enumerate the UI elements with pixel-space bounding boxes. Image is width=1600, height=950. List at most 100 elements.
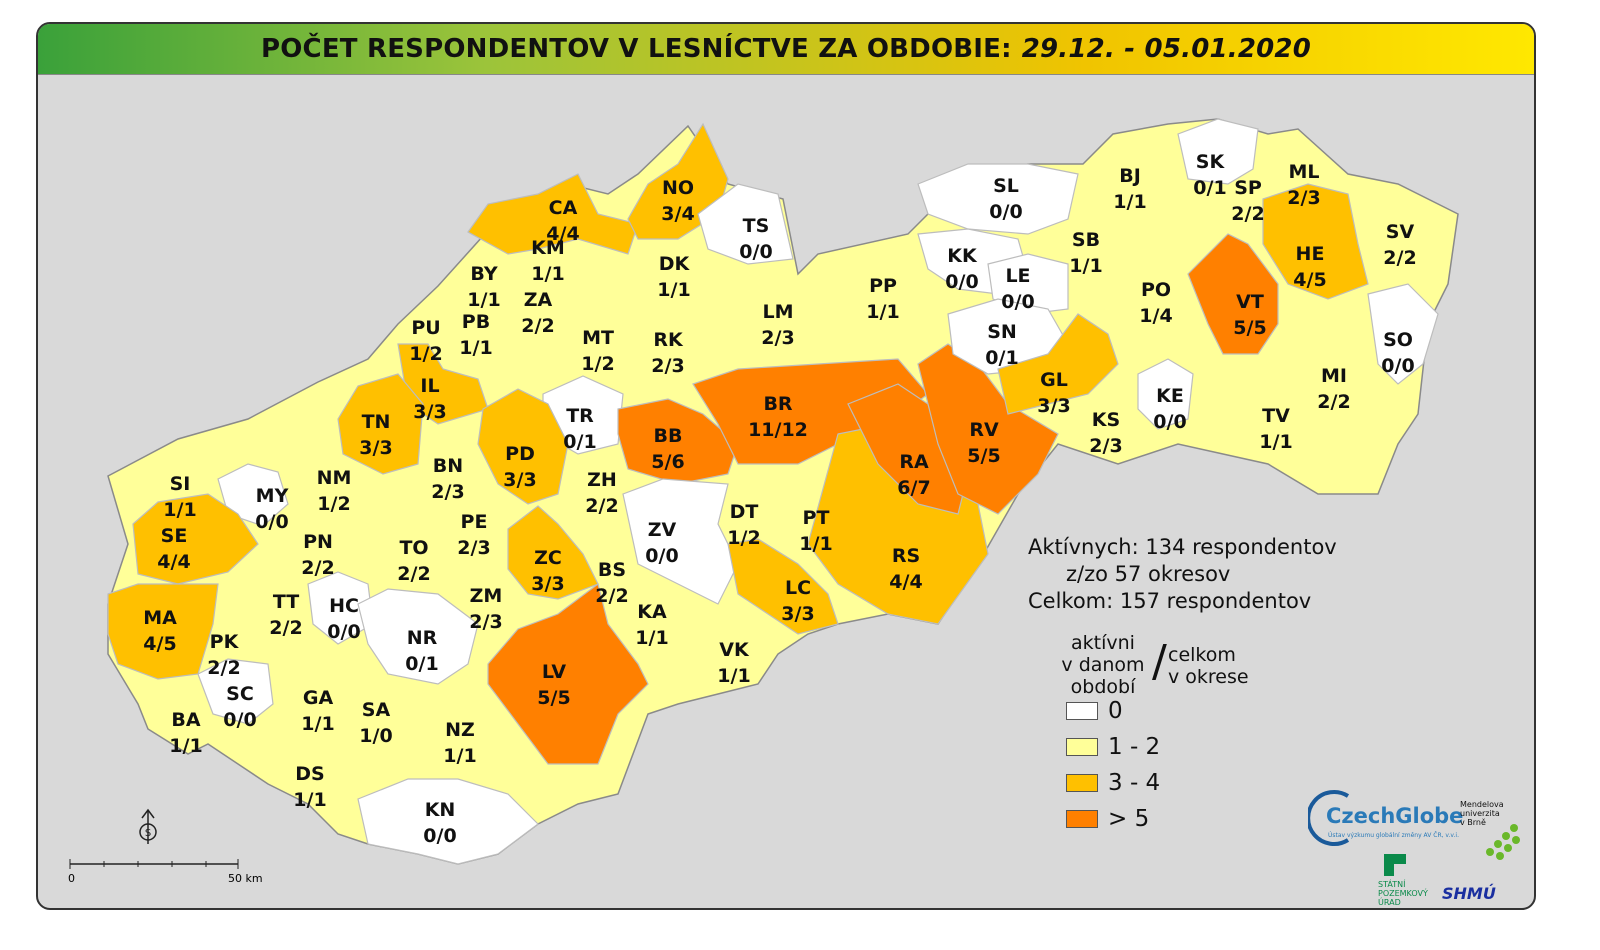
district-count-bj: 1/1 [1113, 191, 1146, 213]
district-count-lc: 3/3 [781, 603, 814, 625]
district-count-hc: 0/0 [327, 621, 360, 643]
district-region-sc [197, 658, 274, 725]
district-count-nm: 1/2 [317, 493, 350, 515]
district-code-kk: KK [947, 245, 978, 267]
district-count-my: 0/0 [255, 511, 288, 533]
district-code-tt: TT [273, 591, 299, 613]
spu-line: ÚRAD [1378, 898, 1401, 907]
district-code-po: PO [1141, 279, 1171, 301]
district-count-tt: 2/2 [269, 617, 302, 639]
legend-label: 1 - 2 [1108, 734, 1161, 760]
district-count-pu: 1/2 [409, 343, 442, 365]
district-code-rs: RS [892, 545, 920, 567]
district-code-my: MY [256, 485, 289, 507]
scale-end: 50 km [228, 872, 263, 885]
mendel-logo: Mendelova univerzita v Brně [1460, 800, 1504, 827]
district-count-tn: 3/3 [359, 437, 392, 459]
district-code-dt: DT [730, 501, 759, 523]
district-count-vt: 5/5 [1233, 317, 1266, 339]
district-code-sn: SN [987, 321, 1017, 343]
district-count-by: 1/1 [467, 289, 500, 311]
svg-text:S: S [145, 828, 151, 839]
district-count-mi: 2/2 [1317, 391, 1350, 413]
district-count-ke: 0/0 [1153, 411, 1186, 433]
district-count-sk: 0/1 [1193, 177, 1226, 199]
district-code-ka: KA [637, 601, 667, 623]
legend-item-high: > 5 [1066, 806, 1149, 832]
district-count-sv: 2/2 [1383, 247, 1416, 269]
mendel-line: v Brně [1460, 818, 1486, 827]
district-region-nr [357, 588, 479, 685]
district-count-to: 2/2 [397, 563, 430, 585]
title-bar: POČET RESPONDENTOV V LESNÍCTVE ZA OBDOBI… [38, 24, 1534, 75]
czechglobe-logo-icon [1308, 790, 1350, 846]
district-count-nr: 0/1 [405, 653, 438, 675]
district-code-pt: PT [803, 507, 830, 529]
district-count-ca: 4/4 [546, 223, 579, 245]
district-code-pp: PP [869, 275, 897, 297]
legend-slash: / [1152, 636, 1167, 687]
district-code-lm: LM [762, 301, 793, 323]
spu-line: POZEMKOVÝ [1378, 889, 1428, 898]
district-count-zm: 2/3 [469, 611, 502, 633]
district-count-ba: 1/1 [169, 735, 202, 757]
district-region-lc [727, 538, 839, 635]
district-code-za: ZA [524, 289, 553, 311]
district-region-le [987, 253, 1069, 315]
district-count-ts: 0/0 [739, 241, 772, 263]
district-code-zh: ZH [587, 469, 617, 491]
district-count-si: 1/1 [163, 499, 196, 521]
district-count-br: 11/12 [748, 419, 808, 441]
district-count-sn: 0/1 [985, 347, 1018, 369]
district-count-he: 4/5 [1293, 269, 1326, 291]
district-count-mt: 1/2 [581, 353, 614, 375]
district-region-bb [617, 398, 739, 485]
district-count-ma: 4/5 [143, 633, 176, 655]
statistics-box: Aktívnych: 134 respondentov z/zo 57 okre… [1028, 534, 1337, 615]
district-count-ml: 2/3 [1287, 187, 1320, 209]
district-code-bb: BB [654, 425, 683, 447]
district-region-ke [1137, 358, 1194, 430]
district-count-bb: 5/6 [651, 451, 684, 473]
legend-swatch [1066, 702, 1098, 720]
district-count-dk: 1/1 [657, 279, 690, 301]
district-code-bj: BJ [1119, 165, 1141, 187]
district-code-rv: RV [969, 419, 999, 441]
district-code-se: SE [161, 525, 188, 547]
district-code-so: SO [1383, 329, 1413, 351]
district-code-ba: BA [171, 709, 200, 731]
district-code-pk: PK [210, 631, 240, 653]
district-count-pd: 3/3 [503, 469, 536, 491]
district-code-sc: SC [226, 683, 254, 705]
district-count-po: 1/4 [1139, 305, 1172, 327]
district-count-rs: 4/4 [889, 571, 922, 593]
district-region-gl [997, 313, 1119, 415]
legend-caption-line: období [1070, 676, 1136, 698]
district-count-zc: 3/3 [531, 573, 564, 595]
district-count-sa: 1/0 [359, 725, 392, 747]
district-code-pn: PN [303, 531, 333, 553]
legend-total-caption: celkom v okrese [1168, 644, 1249, 688]
district-code-he: HE [1296, 243, 1325, 265]
district-code-le: LE [1005, 265, 1030, 287]
district-region-ma [107, 583, 219, 680]
district-code-ts: TS [743, 215, 770, 237]
district-code-pu: PU [411, 317, 440, 339]
legend-item-mid: 3 - 4 [1066, 770, 1160, 796]
title-main: POČET RESPONDENTOV V LESNÍCTVE ZA OBDOBI… [260, 34, 1012, 64]
czechglobe-subtitle: Ústav výzkumu globální změny AV ČR, v.v.… [1328, 832, 1459, 839]
scale-start: 0 [68, 872, 75, 885]
district-code-zm: ZM [470, 585, 503, 607]
mendel-line: univerzita [1460, 809, 1500, 818]
district-code-sa: SA [362, 699, 391, 721]
district-code-sl: SL [993, 175, 1019, 197]
legend-caption-line: aktívni [1071, 632, 1135, 654]
district-code-km: KM [531, 237, 565, 259]
district-count-so: 0/0 [1381, 355, 1414, 377]
district-region-ts [697, 183, 794, 265]
district-count-ds: 1/1 [293, 789, 326, 811]
district-code-bn: BN [433, 455, 463, 477]
district-regions [107, 118, 1439, 865]
district-code-rk: RK [653, 329, 684, 351]
stat-active: Aktívnych: 134 respondentov [1028, 535, 1337, 559]
